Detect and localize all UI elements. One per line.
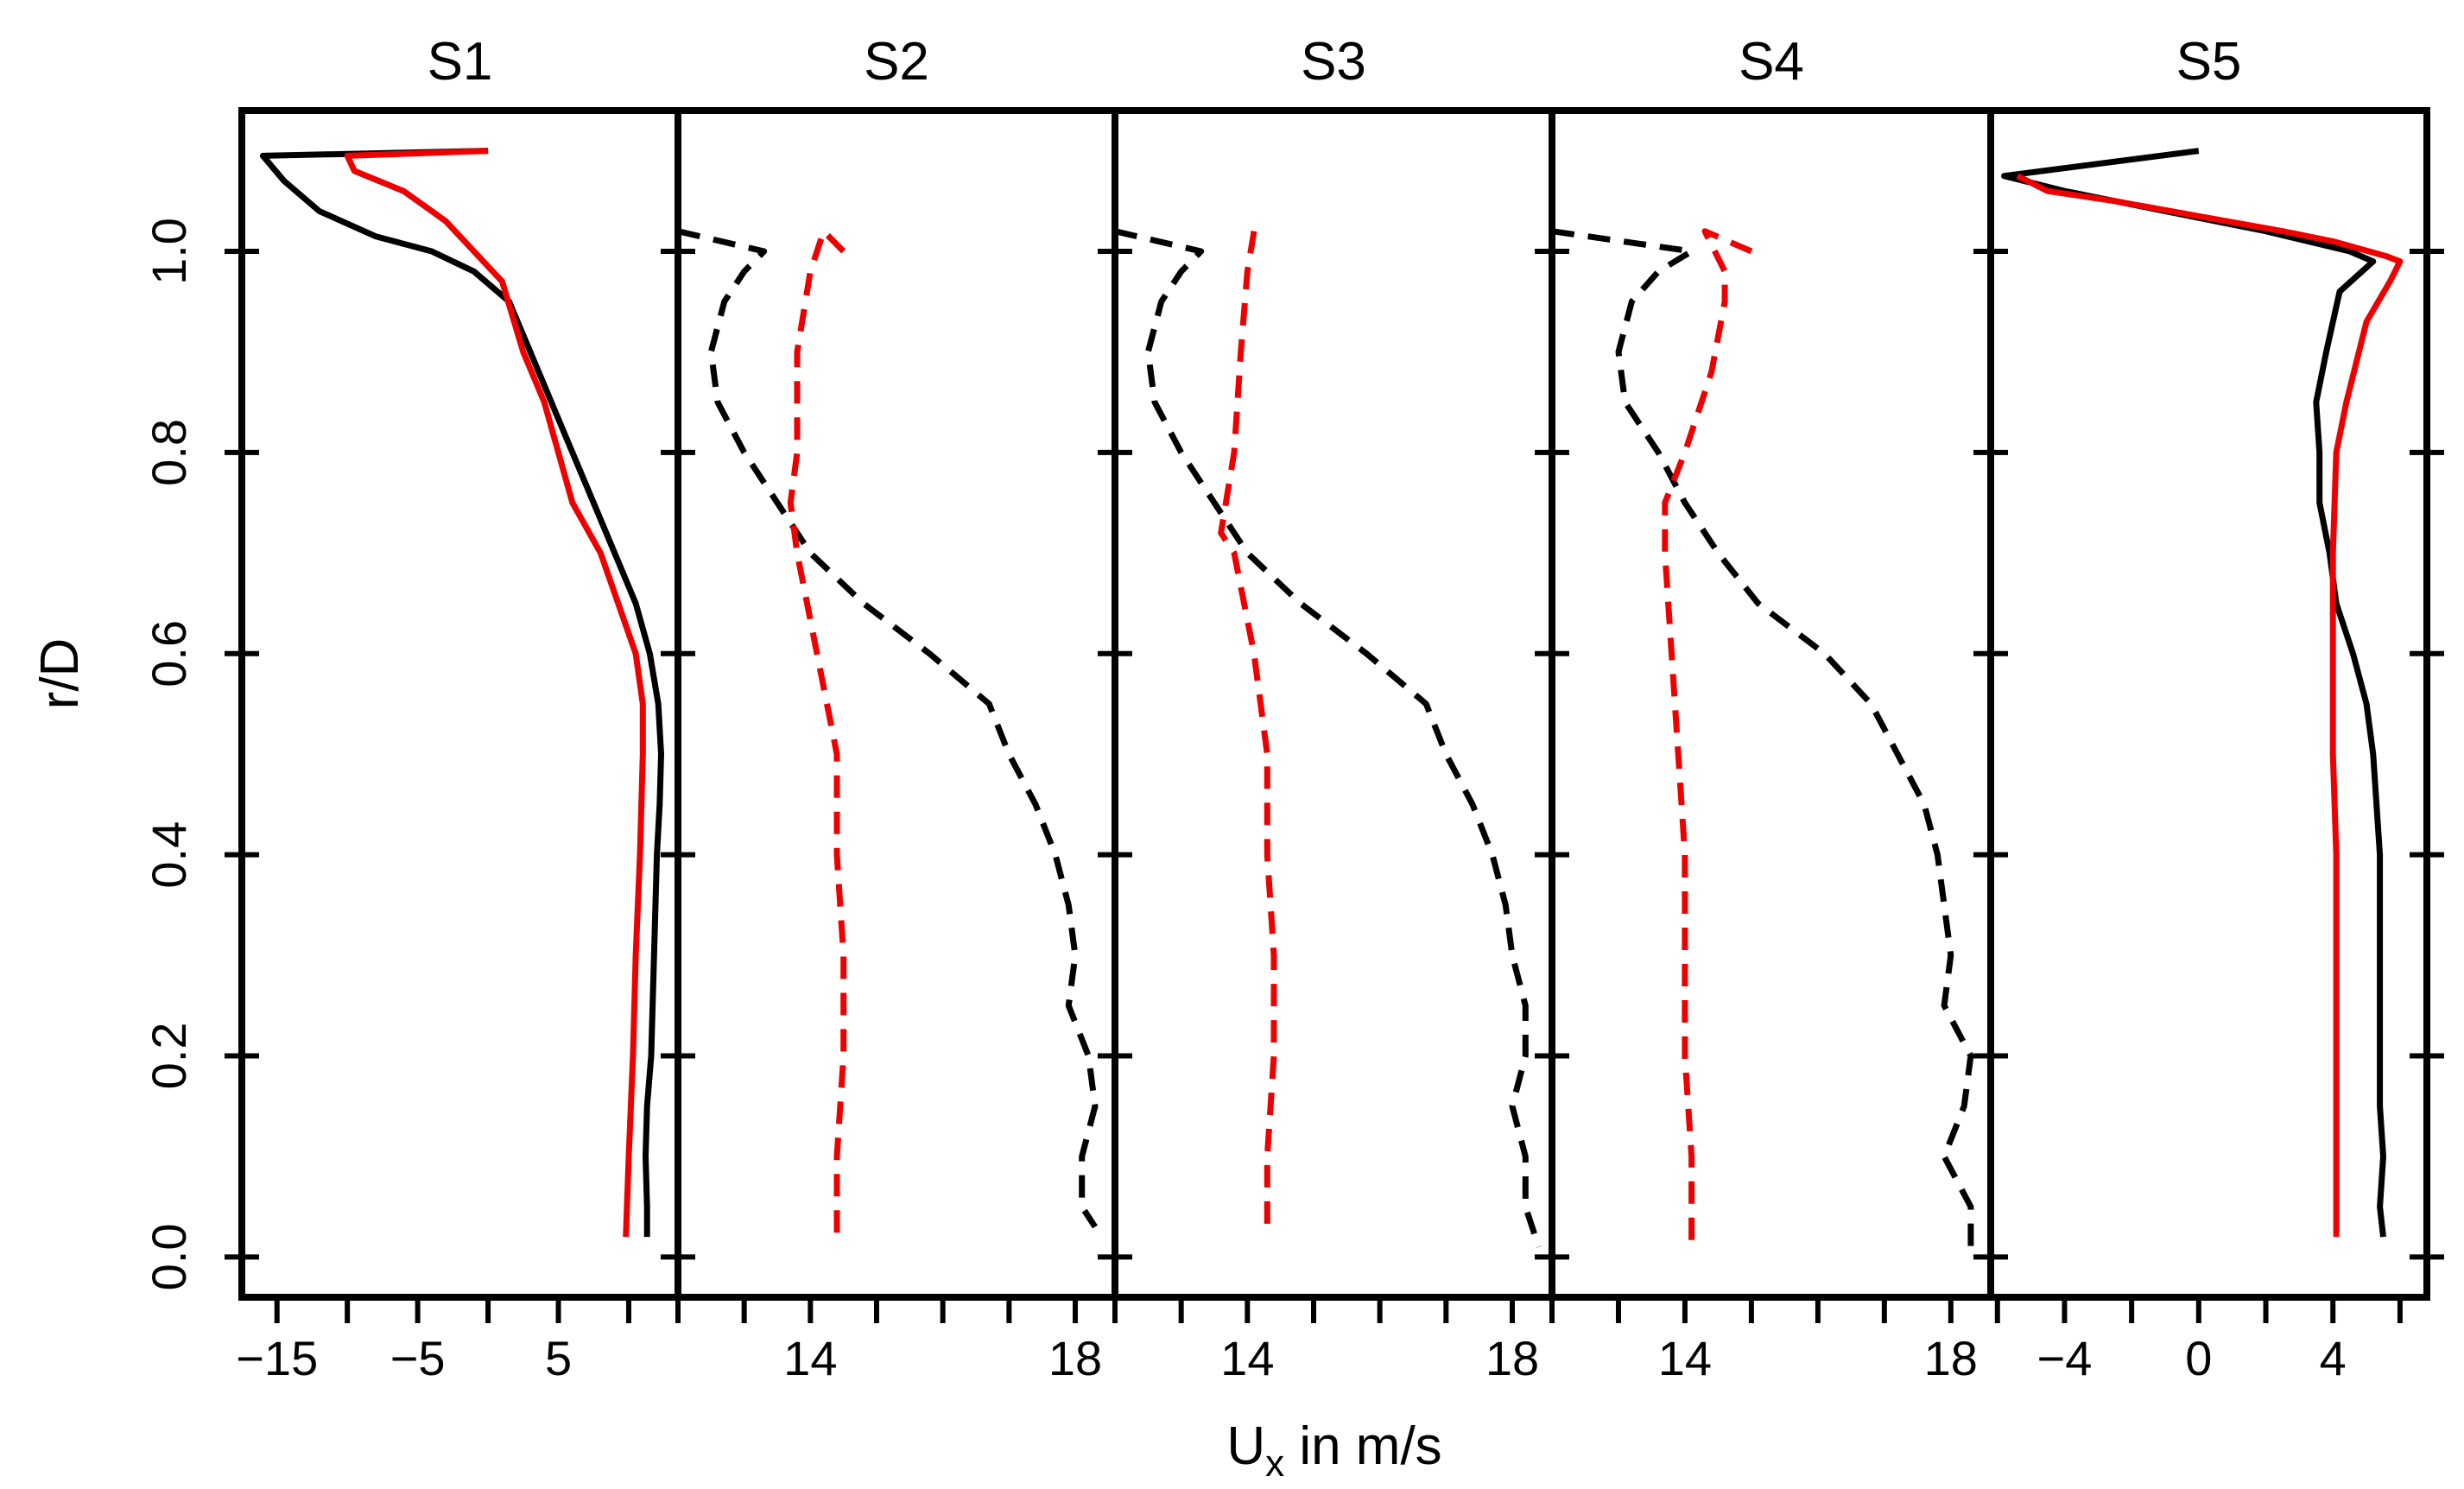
series-black-s4 bbox=[1551, 228, 1974, 1247]
panel-s3: S3 14 18 bbox=[1098, 32, 1555, 1385]
panel-s1: S1 −15 −5 5 bbox=[225, 32, 681, 1385]
series-red-s3 bbox=[1218, 231, 1277, 1238]
x-tick-label: −15 bbox=[236, 1331, 318, 1385]
y-tick-label: 0.0 bbox=[142, 1223, 196, 1290]
x-tick-label: 4 bbox=[2320, 1331, 2347, 1385]
x-axis-title: Ux in m/s bbox=[1226, 1416, 1441, 1485]
x-tick-label: 14 bbox=[1220, 1331, 1274, 1385]
panel-title: S5 bbox=[2176, 32, 2242, 92]
panel-frame bbox=[675, 107, 1118, 1301]
x-tick-label: 0 bbox=[2185, 1331, 2212, 1385]
y-tick-label: 0.8 bbox=[142, 419, 196, 486]
panel-title: S1 bbox=[428, 32, 493, 92]
panel-s5: S5 −4 0 4 bbox=[1973, 32, 2444, 1385]
y-axis-title: r/D bbox=[30, 638, 90, 710]
series-black-s1 bbox=[259, 148, 664, 1238]
y-tick-label: 0.2 bbox=[142, 1023, 196, 1090]
panel-title: S3 bbox=[1301, 32, 1366, 92]
series-black-s2 bbox=[677, 228, 1099, 1229]
series-red-s2 bbox=[787, 228, 847, 1238]
panel-title: S4 bbox=[1739, 32, 1804, 92]
panel-frame bbox=[1112, 107, 1555, 1301]
x-tick-label: 18 bbox=[1924, 1331, 1978, 1385]
panel-frame bbox=[1987, 107, 2430, 1301]
x-tick-label: 5 bbox=[545, 1331, 572, 1385]
y-tick-label: 0.4 bbox=[142, 821, 196, 889]
x-tick-label: −4 bbox=[2037, 1331, 2093, 1385]
panel-frame bbox=[1549, 107, 1994, 1301]
panels: S1 −15 −5 5 S2 14 18 S3 14 18 S4 14 18 S5 −4 0 4 bbox=[225, 32, 2444, 1385]
series-red-s1 bbox=[344, 148, 646, 1238]
x-axis-title-rest: in m/s bbox=[1284, 1416, 1442, 1476]
y-tick-label: 1.0 bbox=[142, 218, 196, 285]
x-tick-label: 18 bbox=[1048, 1331, 1102, 1385]
x-tick-label: 18 bbox=[1485, 1331, 1539, 1385]
series-black-s3 bbox=[1114, 228, 1542, 1248]
y-tick-label: 0.6 bbox=[142, 620, 196, 687]
panel-s4: S4 14 18 bbox=[1535, 32, 1994, 1385]
series-red-s4 bbox=[1662, 228, 1753, 1247]
x-axis-title-subscript: x bbox=[1265, 1442, 1284, 1485]
panel-s2: S2 14 18 bbox=[661, 32, 1118, 1385]
panel-frame bbox=[238, 107, 681, 1301]
x-tick-label: 14 bbox=[783, 1331, 837, 1385]
x-axis-title-base: U bbox=[1226, 1416, 1265, 1476]
series-red-s5 bbox=[2016, 173, 2404, 1238]
x-tick-label: 14 bbox=[1658, 1331, 1712, 1385]
panel-title: S2 bbox=[864, 32, 929, 92]
y-axis: 0.0 0.2 0.4 0.6 0.8 1.0 bbox=[142, 218, 196, 1290]
series-black-s5 bbox=[2001, 148, 2386, 1238]
x-tick-label: −5 bbox=[390, 1331, 446, 1385]
